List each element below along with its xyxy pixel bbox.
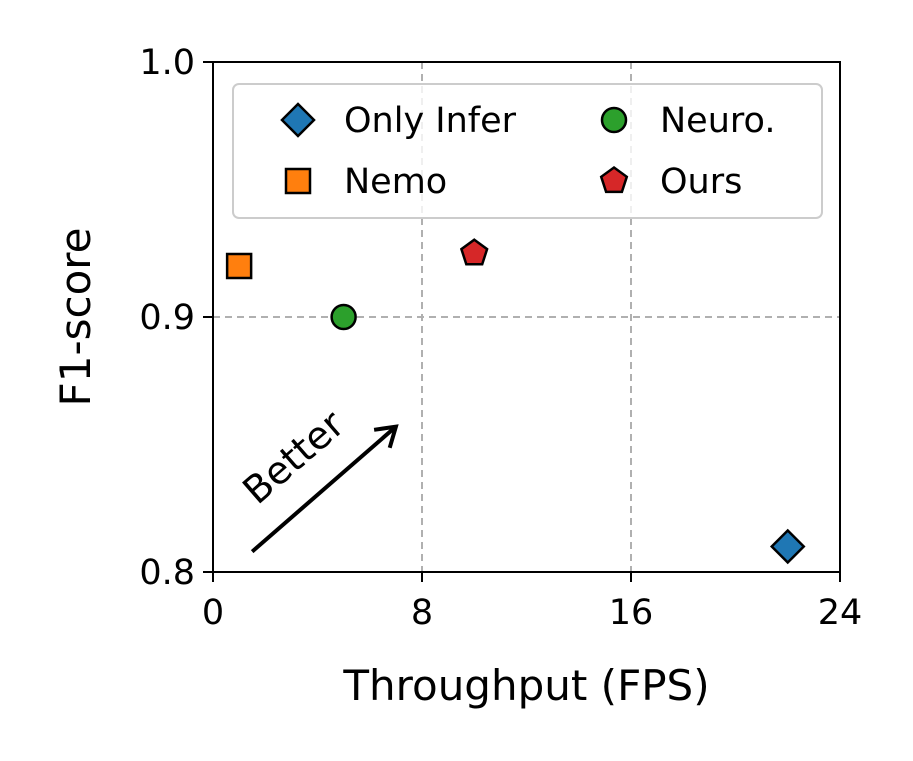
x-tick-label: 24 <box>818 593 863 633</box>
y-axis-label: F1-score <box>51 228 100 407</box>
axis-ticks: 0 8 16 24 0.8 0.9 1.0 <box>139 43 862 633</box>
x-axis-label: Throughput (FPS) <box>342 661 709 710</box>
y-tick-label: 0.9 <box>139 298 195 338</box>
data-points <box>225 238 806 565</box>
x-tick-label: 8 <box>411 593 433 633</box>
better-arrow <box>250 425 398 554</box>
y-tick-label: 1.0 <box>139 43 195 83</box>
legend-label-nemo: Nemo <box>344 162 447 202</box>
legend: Only Infer Nemo Neuro. Ours <box>232 83 823 219</box>
point-only-infer <box>769 528 806 565</box>
x-tick-label: 0 <box>202 593 224 633</box>
better-annotation: Better <box>234 402 399 554</box>
y-tick-label: 0.8 <box>139 553 195 593</box>
point-neuro <box>330 303 357 331</box>
better-label: Better <box>234 402 352 513</box>
point-ours <box>459 238 489 266</box>
legend-label-ours: Ours <box>660 162 742 202</box>
better-arrowhead <box>373 424 399 449</box>
legend-label-neuro: Neuro. <box>660 101 775 141</box>
legend-marker-nemo <box>284 167 312 195</box>
legend-marker-neuro <box>600 106 628 134</box>
point-nemo <box>225 252 253 280</box>
x-tick-label: 16 <box>609 593 654 633</box>
legend-marker-ours <box>599 165 629 194</box>
legend-frame <box>232 83 823 219</box>
legend-marker-only-infer <box>280 102 316 138</box>
legend-label-only-infer: Only Infer <box>344 101 517 141</box>
